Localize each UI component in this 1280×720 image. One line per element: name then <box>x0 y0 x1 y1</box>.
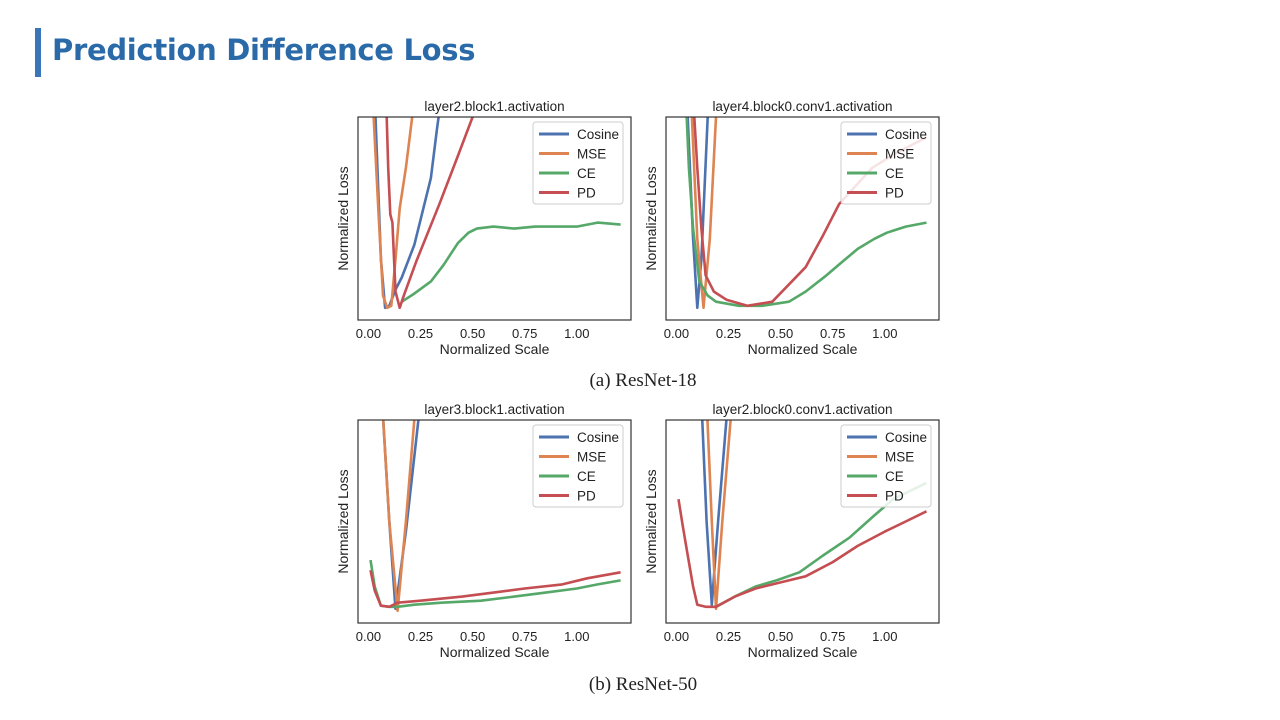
x-tick-label: 0.00 <box>356 629 381 644</box>
chart-resnet18-layer4-block0-conv1: layer4.block0.conv1.activationCosineMSEC… <box>643 99 940 357</box>
x-tick-label: 1.00 <box>872 629 897 644</box>
series-line-ce <box>401 221 621 303</box>
legend-label: PD <box>577 489 596 504</box>
series-line-ce <box>369 559 621 609</box>
y-axis-label: Normalized Loss <box>335 166 351 270</box>
series-line-mse <box>372 117 414 310</box>
x-tick-label: 0.50 <box>460 629 485 644</box>
x-tick-label: 0.00 <box>664 326 689 341</box>
chart-resnet18-layer2-block1: layer2.block1.activation Cosine MSE CE PD 0.0… <box>335 99 632 357</box>
chart-title: layer2.block1.activation <box>424 99 564 114</box>
series-line-pd <box>369 569 621 609</box>
x-axis-label: Normalized Scale <box>748 644 858 660</box>
chart-resnet50-layer2-block0-conv1: layer2.block0.conv1.activationCosineMSEC… <box>643 402 940 660</box>
x-tick-label: 0.25 <box>408 326 433 341</box>
x-tick-label: 0.25 <box>408 629 433 644</box>
legend-box <box>840 121 932 205</box>
caption-resnet18: (a) ResNet-18 <box>589 370 697 391</box>
plot-frame <box>357 419 632 624</box>
x-tick-label: 0.50 <box>460 326 485 341</box>
series-line-cosine <box>374 117 440 310</box>
chart-resnet50-layer3-block1: layer3.block1.activation Cosine MSE CE PD 0.0… <box>335 402 632 660</box>
legend-box <box>840 424 932 508</box>
series-line-ce <box>685 117 927 308</box>
y-axis-label: Normalized Loss <box>335 469 351 573</box>
legend-box <box>532 424 624 508</box>
legend-box <box>532 121 624 205</box>
legend-label: CE <box>885 166 904 181</box>
chart-title: layer4.block0.conv1.activation <box>712 99 892 114</box>
slide-title: Prediction Difference Loss <box>52 33 476 67</box>
legend-label: CE <box>577 166 596 181</box>
x-tick-label: 0.75 <box>512 326 537 341</box>
legend-label: Cosine <box>577 127 619 142</box>
legend: Cosine MSE CE PD <box>532 424 624 508</box>
legend-label: Cosine <box>885 430 927 445</box>
x-tick-label: 0.50 <box>768 629 793 644</box>
y-axis-label: Normalized Loss <box>643 469 659 573</box>
plot-frame <box>357 116 632 321</box>
legend-label: MSE <box>885 450 914 465</box>
x-axis-label: Normalized Scale <box>440 644 550 660</box>
caption-resnet50: (b) ResNet-50 <box>588 674 698 695</box>
plot-frame <box>665 419 940 624</box>
legend-label: Cosine <box>577 430 619 445</box>
series-line-pd <box>677 498 928 609</box>
legend-label: PD <box>885 489 904 504</box>
legend-label: Cosine <box>885 127 927 142</box>
legend-label: PD <box>885 186 904 201</box>
legend-label: CE <box>577 469 596 484</box>
series-line-mse <box>706 420 732 611</box>
series-line-mse <box>381 420 416 613</box>
x-tick-label: 1.00 <box>872 326 897 341</box>
x-tick-label: 0.25 <box>716 326 741 341</box>
x-tick-label: 0.25 <box>716 629 741 644</box>
series-line-pd <box>385 117 474 310</box>
plot-frame <box>665 116 940 321</box>
x-tick-label: 0.75 <box>512 629 537 644</box>
chart-title: layer2.block0.conv1.activation <box>712 402 892 417</box>
x-tick-label: 0.75 <box>820 629 845 644</box>
title-accent-bar <box>35 28 41 77</box>
legend-label: CE <box>885 469 904 484</box>
legend-label: MSE <box>885 147 914 162</box>
x-tick-label: 1.00 <box>564 326 589 341</box>
x-axis-label: Normalized Scale <box>748 341 858 357</box>
x-tick-label: 0.75 <box>820 326 845 341</box>
legend-label: MSE <box>577 450 606 465</box>
y-axis-label: Normalized Loss <box>643 166 659 270</box>
chart-title: layer3.block1.activation <box>424 402 564 417</box>
legend: Cosine MSE CE PD <box>532 121 624 205</box>
x-tick-label: 0.00 <box>664 629 689 644</box>
plot-area <box>369 420 621 613</box>
legend: Cosine MSE CE PD <box>840 424 932 508</box>
legend-label: MSE <box>577 147 606 162</box>
plot-area <box>372 117 621 310</box>
x-axis-label: Normalized Scale <box>440 341 550 357</box>
legend-label: PD <box>577 186 596 201</box>
x-tick-label: 0.50 <box>768 326 793 341</box>
legend: Cosine MSE CE PD <box>840 121 932 205</box>
x-tick-label: 0.00 <box>356 326 381 341</box>
x-tick-label: 1.00 <box>564 629 589 644</box>
